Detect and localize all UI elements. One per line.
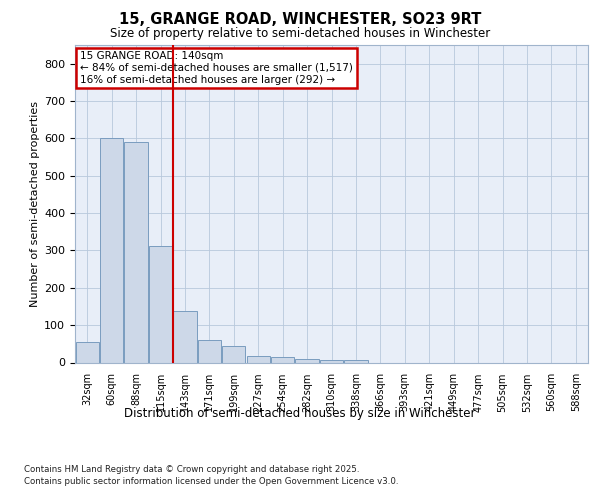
Text: Contains HM Land Registry data © Crown copyright and database right 2025.: Contains HM Land Registry data © Crown c… [24,465,359,474]
Bar [247,356,270,362]
Bar [173,312,197,362]
Bar [344,360,368,362]
Bar [100,138,123,362]
Text: Size of property relative to semi-detached houses in Winchester: Size of property relative to semi-detach… [110,28,490,40]
Bar [76,342,99,362]
Bar [198,340,221,362]
Bar [222,346,245,362]
Text: Contains public sector information licensed under the Open Government Licence v3: Contains public sector information licen… [24,478,398,486]
Bar [320,360,343,362]
Bar [295,359,319,362]
Bar [124,142,148,362]
Y-axis label: Number of semi-detached properties: Number of semi-detached properties [30,101,40,306]
Text: 15, GRANGE ROAD, WINCHESTER, SO23 9RT: 15, GRANGE ROAD, WINCHESTER, SO23 9RT [119,12,481,28]
Bar [149,246,172,362]
Text: 15 GRANGE ROAD: 140sqm
← 84% of semi-detached houses are smaller (1,517)
16% of : 15 GRANGE ROAD: 140sqm ← 84% of semi-det… [80,52,353,84]
Bar [271,357,294,362]
Text: Distribution of semi-detached houses by size in Winchester: Distribution of semi-detached houses by … [124,408,476,420]
